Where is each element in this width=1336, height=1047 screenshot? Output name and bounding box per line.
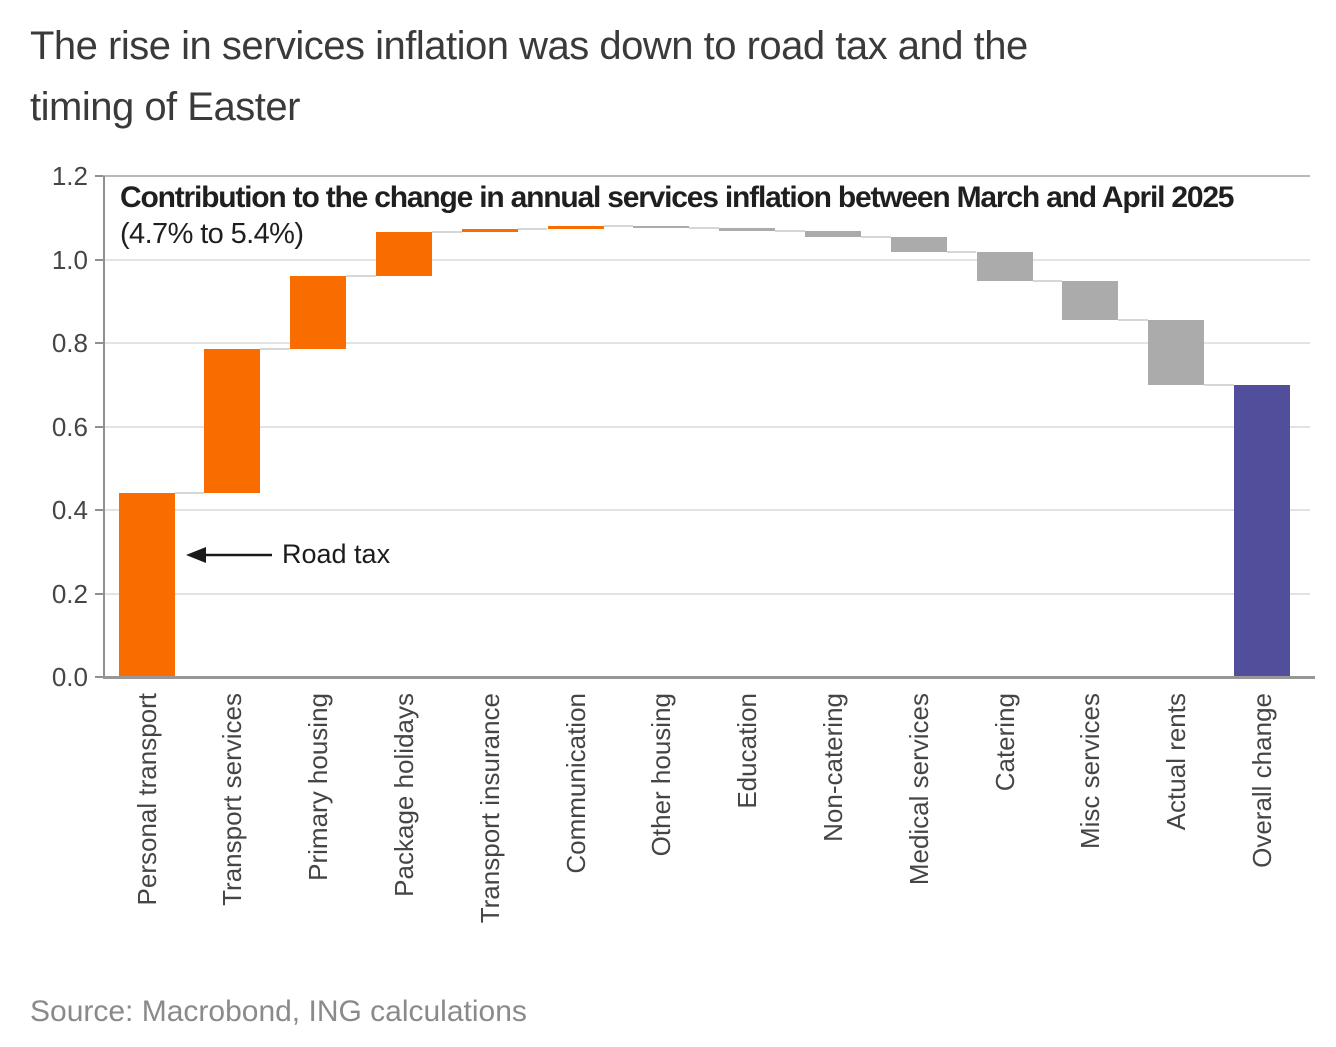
bar-catering (976, 251, 1033, 282)
waterfall-connector (603, 225, 634, 228)
y-tick-label: 0.6 (51, 411, 88, 442)
bar-personal-transport (118, 493, 175, 677)
x-category-label: Non-catering (817, 693, 848, 842)
x-category-label: Education (732, 693, 763, 809)
chart-title: Contribution to the change in annual ser… (120, 181, 1234, 214)
gridline (103, 509, 1310, 511)
waterfall-connector (1204, 383, 1234, 386)
bar-transport-insurance (461, 229, 518, 233)
waterfall-connector (860, 236, 891, 239)
bar-medical-services (890, 237, 947, 252)
y-tick-label: 0.2 (51, 578, 88, 609)
bar-transport-services (204, 349, 261, 494)
waterfall-connector (431, 231, 462, 234)
waterfall-connector (775, 230, 805, 233)
waterfall-connector (517, 228, 548, 231)
chart-subtitle: (4.7% to 5.4%) (120, 218, 304, 250)
waterfall-connector (1118, 319, 1149, 322)
plot-top-border (103, 175, 1310, 177)
x-category-label: Catering (989, 693, 1020, 792)
y-tick (95, 258, 103, 261)
bar-actual-rents (1148, 320, 1205, 385)
waterfall-connector (689, 227, 720, 230)
x-category-label: Actual rents (1161, 693, 1192, 831)
waterfall-connector (1032, 280, 1063, 283)
y-tick-label: 1.2 (51, 161, 88, 191)
road-tax-annotation: Road tax (282, 539, 391, 569)
y-tick (95, 676, 103, 678)
bar-primary-housing (290, 276, 347, 350)
page-title-line1: The rise in services inflation was down … (30, 24, 1028, 68)
gridline (103, 592, 1310, 595)
source-note: Source: Macrobond, ING calculations (30, 995, 527, 1028)
x-category-label: Other housing (646, 693, 677, 857)
y-tick-label: 0.0 (51, 662, 88, 692)
x-category-label: Personal transport (131, 693, 162, 906)
waterfall-connector (260, 348, 291, 351)
bar-misc-services (1062, 281, 1119, 321)
bar-communication (547, 226, 604, 230)
waterfall-connector (174, 492, 205, 495)
y-axis-line (103, 176, 105, 677)
x-category-label: Transport insurance (474, 693, 505, 924)
y-tick-label: 1.0 (51, 244, 88, 275)
gridline (103, 342, 1310, 344)
y-tick-label: 0.8 (51, 328, 88, 358)
page-title: The rise in services inflation was down … (30, 16, 1028, 138)
x-category-label: Medical services (903, 693, 934, 886)
gridline (103, 425, 1310, 428)
bar-other-housing (633, 226, 690, 229)
bar-education (719, 228, 776, 232)
bar-non-catering (804, 231, 861, 238)
x-category-label: Communication (560, 693, 591, 874)
y-tick-label: 0.4 (51, 495, 88, 525)
x-category-label: Transport services (217, 693, 248, 906)
x-category-label: Primary housing (303, 693, 334, 881)
waterfall-connector (346, 275, 376, 278)
y-tick (95, 592, 103, 595)
x-category-label: Misc services (1075, 693, 1106, 850)
bar-package-holidays (375, 232, 432, 277)
x-axis-line (103, 676, 1315, 679)
waterfall-connector (946, 250, 977, 253)
x-category-label: Package holidays (388, 693, 419, 897)
y-tick (95, 342, 103, 344)
y-tick (95, 509, 103, 511)
road-tax-arrow-icon (186, 547, 272, 563)
y-tick (95, 425, 103, 428)
page-title-line2: timing of Easter (30, 85, 300, 129)
y-tick (95, 175, 103, 177)
gridline (103, 258, 1310, 261)
bar-overall-change (1233, 384, 1290, 677)
x-category-label: Overall change (1246, 693, 1277, 868)
